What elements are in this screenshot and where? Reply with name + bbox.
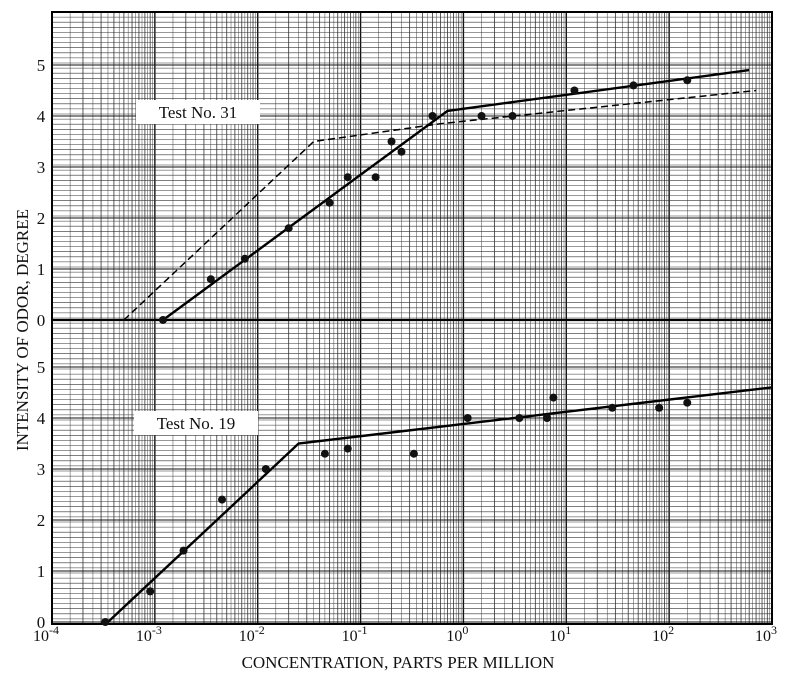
upper-dashed-line [123,89,757,321]
upper-y-tick-label: 1 [37,260,46,279]
upper-y-tick-label-bg [33,106,49,124]
lower-data-point [261,465,270,473]
lower-y-tick-label-bg [33,561,49,579]
upper-y-tick-label: 5 [37,56,46,75]
lower-data-point [515,414,524,422]
upper-y-tick-label: 0 [37,311,46,330]
lower-data-point [608,403,617,412]
x-tick-label: 101 [549,623,571,645]
lower-data-point [343,444,352,453]
upper-y-tick-label-bg [33,310,49,328]
upper-data-point [683,76,692,85]
plot-border [51,11,773,625]
upper-data-point [206,275,215,284]
upper-data-point [343,173,352,182]
upper-y-tick-label: 3 [37,158,46,177]
lower-data-point [463,414,472,422]
lower-data-point [409,449,418,458]
lower-data-point [655,403,664,412]
lower-data-point [218,495,227,504]
x-tick-label: 10-3 [136,623,162,645]
test-19-label: Test No. 19 [157,414,236,433]
upper-y-tick-label-bg [33,259,49,277]
upper-data-point [325,198,334,207]
lower-y-tick-label-bg [33,510,49,528]
upper-y-tick-label: 2 [37,209,46,228]
lower-y-tick-label: 1 [37,562,46,581]
lower-y-tick-label: 3 [37,460,46,479]
upper-data-point [428,112,437,120]
x-tick-label: 10-1 [342,623,368,645]
upper-solid-line [162,68,750,321]
upper-y-tick-label: 4 [37,107,46,126]
lower-data-point [179,546,188,555]
lower-y-tick-label-bg [33,357,49,375]
lower-y-tick-label-bg [33,612,49,630]
lower-data-point [683,398,692,407]
plot-frame [51,11,773,625]
upper-y-tick-label-bg [33,157,49,175]
lower-data-point [549,393,558,402]
data-points [101,76,692,626]
x-axis-label: CONCENTRATION, PARTS PER MILLION [242,653,555,672]
lower-y-tick-label-bg [33,459,49,477]
y-axis-label: INTENSITY OF ODOR, DEGREE [13,209,32,451]
upper-y-tick-label-bg [33,208,49,226]
lower-data-point [146,587,155,596]
lower-y-tick-label: 0 [37,613,46,632]
test-19-label-box: Test No. 19 [134,411,258,435]
lower-data-point [101,618,110,626]
x-tick-label: 102 [652,623,674,645]
upper-data-point [477,112,486,120]
lower-y-tick-label-bg [33,408,49,426]
x-tick-label: 103 [755,623,777,645]
upper-data-point [508,112,517,120]
upper-data-point [629,81,638,90]
x-tick-label: 100 [446,623,468,645]
lower-y-tick-label: 2 [37,511,46,530]
upper-data-point [397,147,406,156]
x-tick-label: 10-2 [239,623,265,645]
upper-y-tick-label-bg [33,55,49,73]
trend-lines [107,68,773,623]
upper-data-point [387,137,396,146]
lower-y-tick-label: 5 [37,358,46,377]
upper-data-point [371,173,380,182]
x-tick-label: 10-4 [33,623,59,645]
upper-data-point [284,224,293,233]
upper-data-point [240,254,249,263]
lower-data-point [320,449,329,458]
lower-y-tick-label: 4 [37,409,46,428]
test-31-label: Test No. 31 [159,103,238,122]
upper-data-point [159,316,168,324]
upper-data-point [570,86,579,95]
test-31-label-box: Test No. 31 [136,100,260,124]
lower-data-point [543,414,552,422]
tick-labels: 0 1 2 3 4 5 0 1 2 3 4 5 10-4 10-3 10-2 10-1 100 101 102 103 [33,55,777,645]
